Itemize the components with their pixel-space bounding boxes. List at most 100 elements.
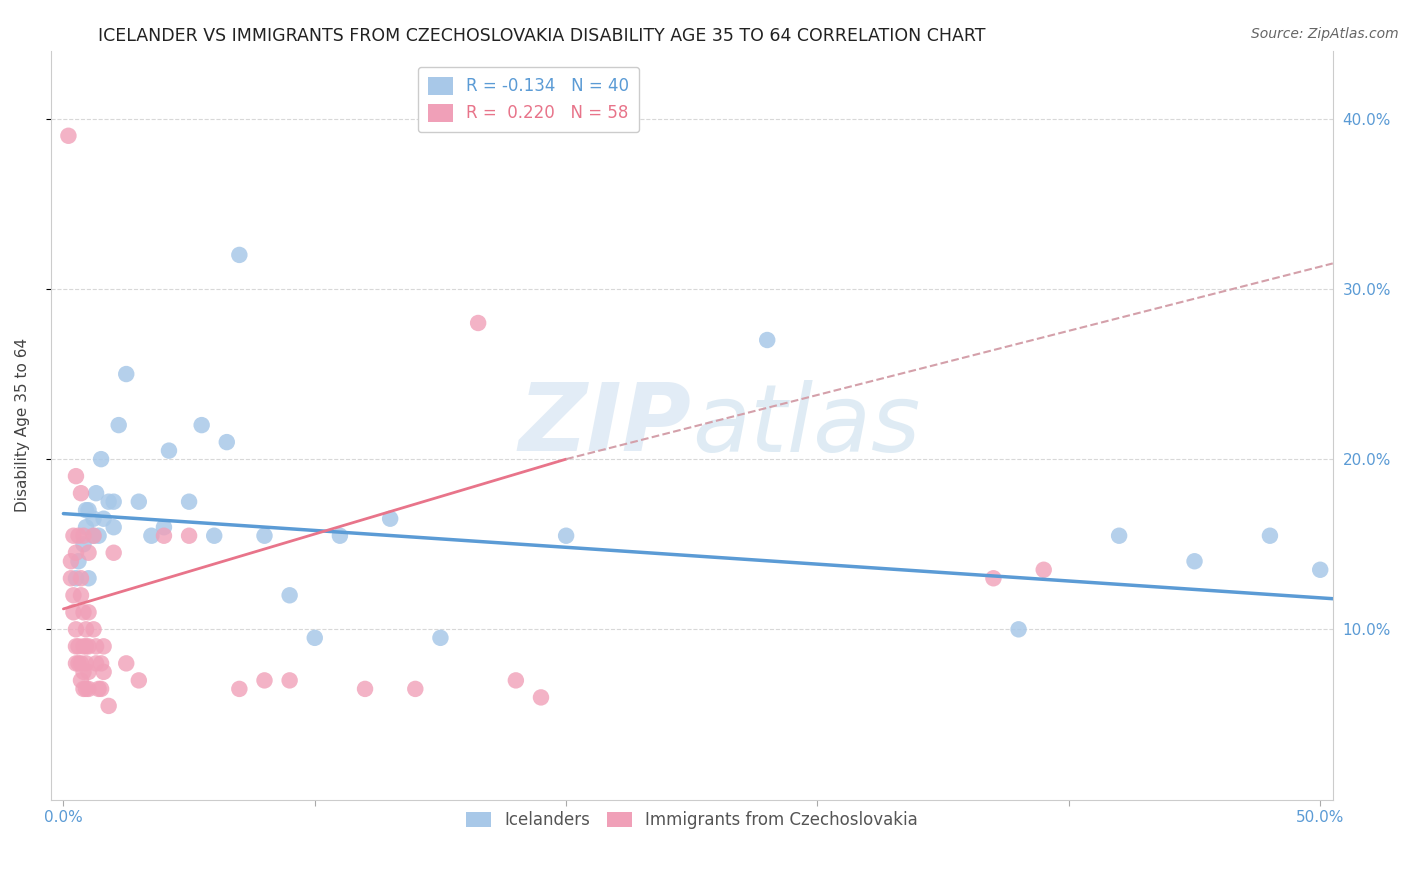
Point — [107, 418, 129, 433]
Point — [93, 640, 115, 654]
Point — [103, 546, 125, 560]
Point — [70, 588, 93, 602]
Point — [84, 486, 107, 500]
Point — [67, 657, 90, 671]
Point — [70, 571, 93, 585]
Point — [1108, 529, 1130, 543]
Point — [153, 529, 176, 543]
Point — [90, 452, 112, 467]
Point — [90, 681, 112, 696]
Point — [75, 657, 97, 671]
Point — [77, 546, 100, 560]
Point — [177, 529, 200, 543]
Point — [84, 657, 107, 671]
Point — [304, 631, 326, 645]
Point — [141, 529, 163, 543]
Point — [253, 529, 276, 543]
Point — [72, 640, 94, 654]
Point — [555, 529, 578, 543]
Point — [153, 520, 176, 534]
Point — [65, 546, 87, 560]
Point — [90, 657, 112, 671]
Text: Source: ZipAtlas.com: Source: ZipAtlas.com — [1251, 27, 1399, 41]
Text: ZIP: ZIP — [519, 379, 692, 471]
Point — [983, 571, 1005, 585]
Point — [75, 640, 97, 654]
Point — [1309, 563, 1331, 577]
Point — [354, 681, 377, 696]
Point — [228, 681, 250, 696]
Point — [72, 665, 94, 679]
Point — [87, 529, 110, 543]
Point — [62, 588, 84, 602]
Point — [93, 665, 115, 679]
Point — [67, 529, 90, 543]
Point — [58, 128, 80, 143]
Point — [253, 673, 276, 688]
Point — [202, 529, 225, 543]
Point — [77, 665, 100, 679]
Point — [62, 605, 84, 619]
Point — [530, 690, 553, 705]
Point — [1258, 529, 1281, 543]
Point — [83, 529, 105, 543]
Point — [83, 512, 105, 526]
Point — [1184, 554, 1206, 568]
Point — [115, 367, 138, 381]
Point — [65, 571, 87, 585]
Point — [59, 554, 82, 568]
Point — [103, 494, 125, 508]
Point — [65, 640, 87, 654]
Point — [467, 316, 489, 330]
Point — [77, 503, 100, 517]
Point — [75, 681, 97, 696]
Point — [65, 469, 87, 483]
Point — [75, 520, 97, 534]
Point — [228, 248, 250, 262]
Point — [65, 657, 87, 671]
Point — [429, 631, 451, 645]
Point — [128, 494, 150, 508]
Point — [128, 673, 150, 688]
Point — [177, 494, 200, 508]
Point — [1007, 623, 1029, 637]
Point — [157, 443, 180, 458]
Point — [190, 418, 212, 433]
Point — [70, 486, 93, 500]
Point — [278, 673, 301, 688]
Point — [380, 512, 402, 526]
Point — [72, 529, 94, 543]
Point — [115, 657, 138, 671]
Point — [75, 623, 97, 637]
Point — [404, 681, 426, 696]
Point — [83, 623, 105, 637]
Point — [77, 605, 100, 619]
Point — [72, 605, 94, 619]
Point — [59, 571, 82, 585]
Text: ICELANDER VS IMMIGRANTS FROM CZECHOSLOVAKIA DISABILITY AGE 35 TO 64 CORRELATION : ICELANDER VS IMMIGRANTS FROM CZECHOSLOVA… — [98, 27, 986, 45]
Point — [329, 529, 352, 543]
Point — [65, 623, 87, 637]
Point — [70, 673, 93, 688]
Point — [1032, 563, 1054, 577]
Point — [67, 554, 90, 568]
Point — [72, 537, 94, 551]
Point — [77, 571, 100, 585]
Y-axis label: Disability Age 35 to 64: Disability Age 35 to 64 — [15, 338, 30, 512]
Point — [756, 333, 779, 347]
Point — [103, 520, 125, 534]
Point — [77, 640, 100, 654]
Point — [75, 503, 97, 517]
Text: atlas: atlas — [692, 380, 920, 471]
Point — [505, 673, 527, 688]
Point — [83, 529, 105, 543]
Point — [84, 640, 107, 654]
Point — [72, 681, 94, 696]
Point — [87, 681, 110, 696]
Point — [93, 512, 115, 526]
Legend: Icelanders, Immigrants from Czechoslovakia: Icelanders, Immigrants from Czechoslovak… — [460, 805, 925, 836]
Point — [67, 640, 90, 654]
Point — [70, 657, 93, 671]
Point — [278, 588, 301, 602]
Point — [97, 494, 120, 508]
